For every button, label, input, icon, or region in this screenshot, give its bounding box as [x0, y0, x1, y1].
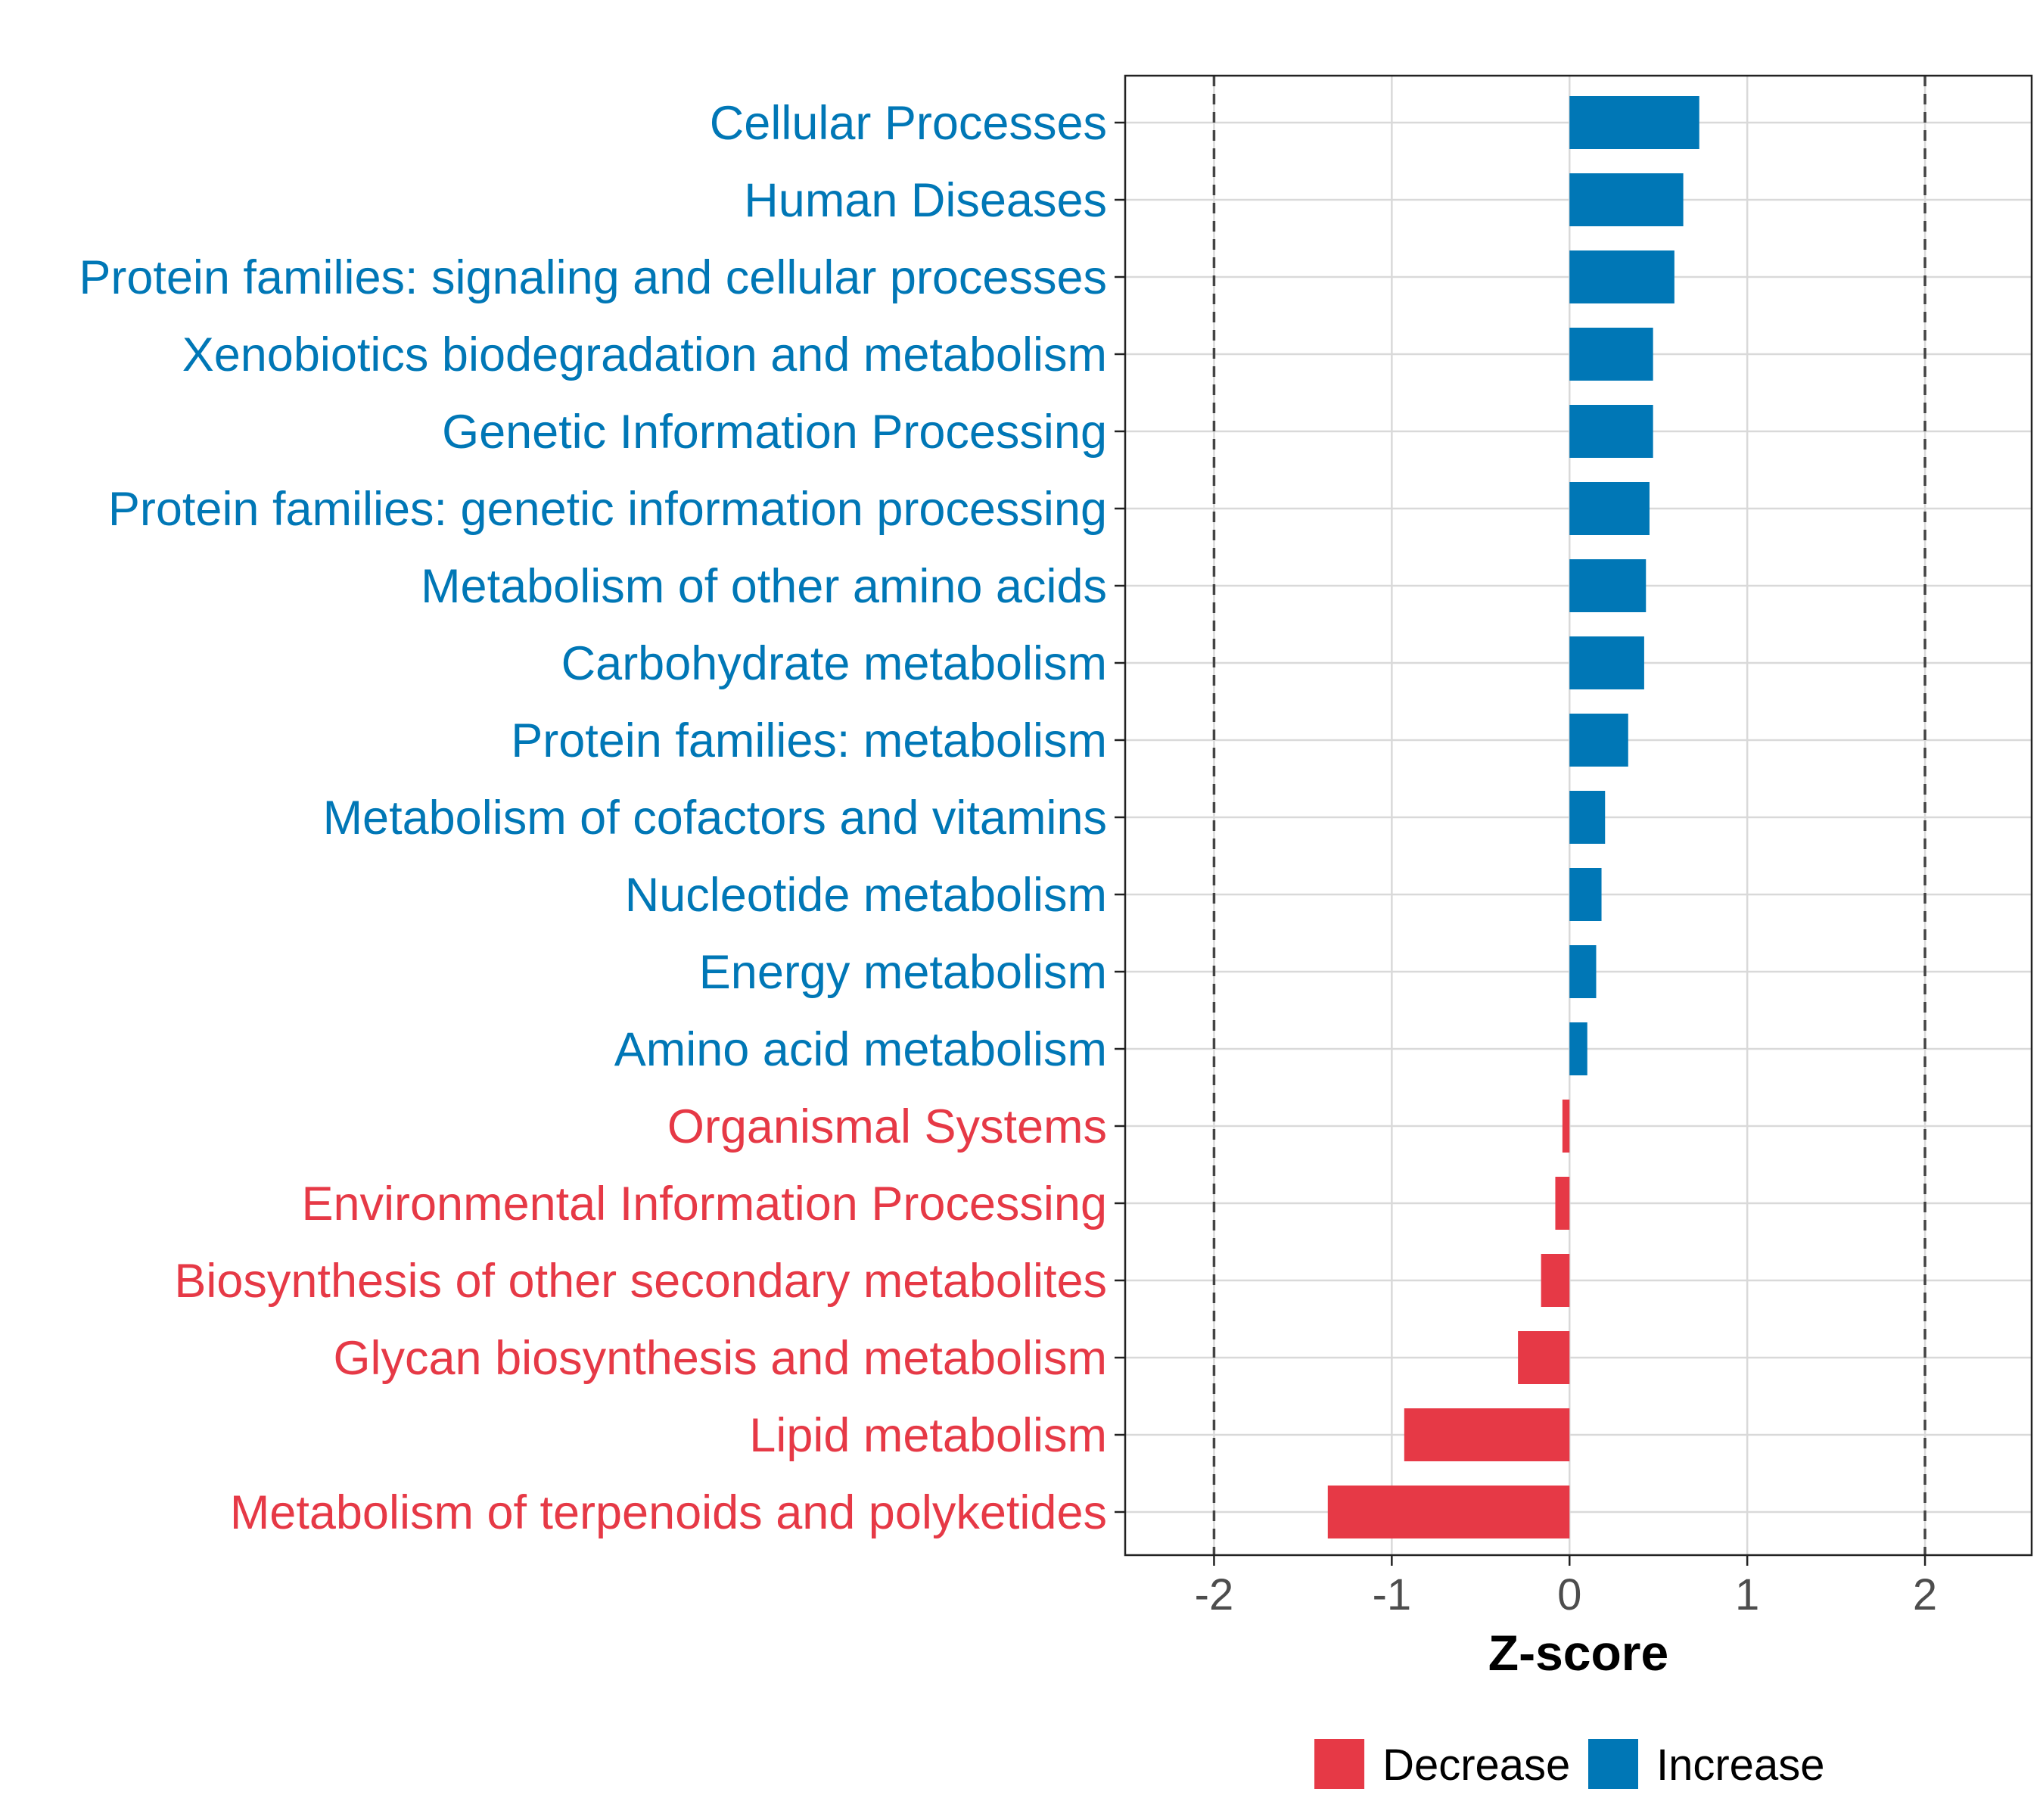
y-tick-label: Carbohydrate metabolism [561, 637, 1107, 690]
x-tick-label: 0 [1557, 1570, 1581, 1619]
bar [1569, 868, 1602, 921]
y-tick-label: Human Diseases [744, 174, 1107, 227]
y-tick-label: Metabolism of terpenoids and polyketides [230, 1486, 1107, 1539]
bar [1569, 945, 1597, 998]
bar [1541, 1254, 1570, 1307]
reference-lines [1212, 76, 1926, 1555]
legend: Decrease Increase [1314, 1739, 1824, 1790]
bar [1569, 250, 1675, 303]
y-tick-label: Environmental Information Processing [301, 1178, 1107, 1230]
x-tick-label: 2 [1913, 1570, 1937, 1619]
y-tick-label: Cellular Processes [710, 97, 1107, 150]
y-tick-label: Xenobiotics biodegradation and metabolis… [182, 328, 1107, 381]
y-tick-label: Nucleotide metabolism [625, 869, 1107, 922]
x-tick-label: -1 [1373, 1570, 1412, 1619]
bar [1327, 1486, 1570, 1538]
bar [1562, 1100, 1570, 1153]
bar [1518, 1331, 1570, 1384]
x-axis-ticks: -2 -1 0 1 2 [1195, 1555, 1937, 1619]
y-tick-label: Energy metabolism [699, 946, 1107, 999]
legend-key-decrease [1314, 1739, 1365, 1789]
legend-label-increase: Increase [1656, 1741, 1824, 1790]
y-tick-label: Glycan biosynthesis and metabolism [334, 1332, 1108, 1385]
x-tick-label: -2 [1195, 1570, 1234, 1619]
bar [1404, 1408, 1570, 1461]
bar [1569, 328, 1653, 381]
x-axis-title: Z-score [1488, 1625, 1668, 1681]
legend-label-decrease: Decrease [1382, 1741, 1570, 1790]
bar [1569, 559, 1647, 612]
bar [1569, 173, 1684, 226]
legend-key-increase [1588, 1739, 1638, 1789]
y-tick-label: Lipid metabolism [749, 1409, 1107, 1462]
y-tick-label: Protein families: genetic information pr… [108, 483, 1107, 536]
y-tick-label: Metabolism of cofactors and vitamins [323, 792, 1107, 845]
y-tick-label: Amino acid metabolism [614, 1023, 1107, 1076]
bar [1569, 96, 1699, 149]
bars [1327, 96, 1699, 1538]
bar [1555, 1177, 1570, 1230]
bar [1569, 791, 1606, 844]
bar [1569, 636, 1644, 689]
x-tick-label: 1 [1735, 1570, 1759, 1619]
bar [1569, 405, 1653, 458]
y-tick-label: Genetic Information Processing [442, 406, 1107, 459]
bar [1569, 1022, 1587, 1075]
y-tick-label: Protein families: signaling and cellular… [79, 251, 1107, 304]
y-tick-label: Biosynthesis of other secondary metaboli… [174, 1255, 1107, 1308]
y-axis-ticks: Cellular Processes Human Diseases Protein … [79, 97, 1125, 1539]
plot-panel-border [1124, 74, 2033, 1557]
y-tick-label: Metabolism of other amino acids [421, 560, 1107, 613]
bar [1569, 714, 1628, 767]
y-tick-label: Organismal Systems [667, 1100, 1107, 1153]
y-tick-label: Protein families: metabolism [511, 714, 1107, 767]
bar [1569, 482, 1650, 535]
